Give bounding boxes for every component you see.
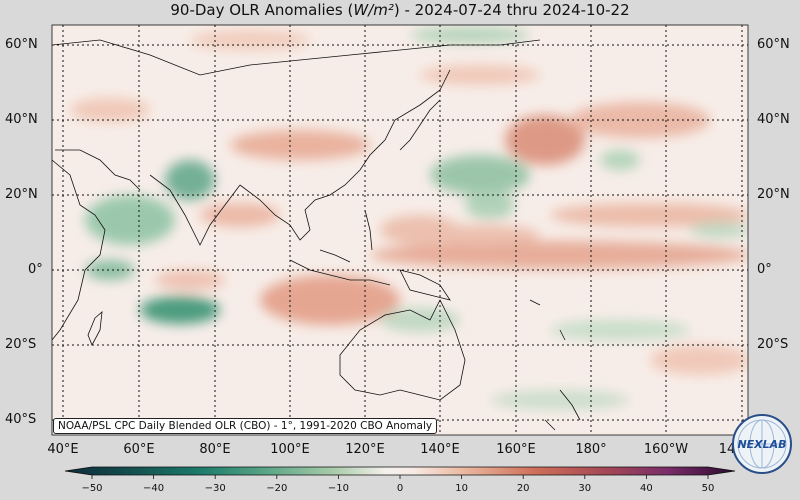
colorbar-tick: −40 <box>143 483 165 494</box>
data-credit: NOAA/PSL CPC Daily Blended OLR (CBO) - 1… <box>53 418 438 434</box>
lat-label-right: 40°N <box>757 112 790 127</box>
lat-label-right: 0° <box>757 262 772 277</box>
colorbar-tick: 20 <box>516 483 530 494</box>
anomaly-field <box>70 27 748 410</box>
map-frame <box>51 24 749 436</box>
colorbar-tick: −30 <box>204 483 226 494</box>
colorbar-tick: −10 <box>327 483 349 494</box>
lat-label-left: 40°N <box>5 112 38 127</box>
lon-label: 80°E <box>199 442 231 457</box>
colorbar-tick: 40 <box>640 483 653 494</box>
graticule <box>52 25 748 435</box>
lon-label: 120°E <box>345 442 385 457</box>
lon-label: 100°E <box>270 442 310 457</box>
colorbar-tick: −50 <box>81 483 103 494</box>
lat-label-left: 60°N <box>5 37 38 52</box>
lat-label-right: 20°S <box>757 337 789 352</box>
lon-label: 160°E <box>496 442 536 457</box>
lon-label: 60°E <box>123 442 155 457</box>
globe-logo-icon: NEXLAB <box>732 414 792 474</box>
colorbar-tick: 50 <box>701 483 715 494</box>
lon-label: 160°W <box>643 442 689 457</box>
colorbar-tick: −20 <box>266 483 288 494</box>
lat-label-right: 60°N <box>757 37 790 52</box>
lon-label: 40°E <box>47 442 79 457</box>
lat-label-left: 0° <box>28 262 43 277</box>
logo-text: NEXLAB <box>737 438 786 451</box>
lon-label: 140°E <box>420 442 460 457</box>
colorbar <box>64 466 736 479</box>
map-title: 90-Day OLR Anomalies (W/m²) - 2024-07-24… <box>170 1 630 19</box>
colorbar-tick: 30 <box>578 483 592 494</box>
lon-label: 180° <box>575 442 607 457</box>
colorbar-tick: 0 <box>396 483 404 494</box>
coastlines <box>52 39 581 431</box>
colorbar-tick: 10 <box>455 483 468 494</box>
lat-label-left: 20°N <box>5 187 38 202</box>
lon-label: 14 <box>718 442 736 457</box>
lat-label-left: 40°S <box>5 412 37 427</box>
lat-label-right: 20°N <box>757 187 790 202</box>
lat-label-left: 20°S <box>5 337 37 352</box>
